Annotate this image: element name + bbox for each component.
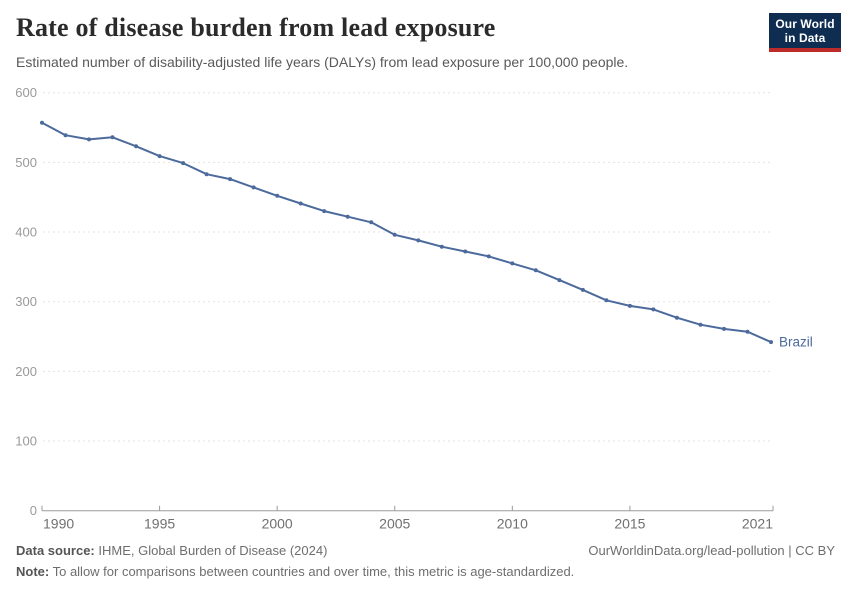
data-point: [627, 303, 632, 308]
data-point: [298, 201, 303, 206]
note-text: To allow for comparisons between countri…: [49, 564, 575, 579]
data-point: [557, 278, 562, 283]
data-point: [463, 249, 468, 254]
y-axis-tick-label: 100: [15, 434, 37, 449]
data-point: [392, 232, 397, 237]
x-axis-tick-label: 1990: [43, 516, 74, 532]
data-point: [157, 154, 162, 159]
data-point: [745, 329, 750, 334]
owid-logo-text-line2: in Data: [784, 30, 826, 45]
y-axis-tick-label: 0: [30, 503, 37, 518]
data-point: [722, 326, 726, 331]
data-source-text: IHME, Global Burden of Disease (2024): [94, 543, 328, 558]
data-point: [63, 133, 68, 138]
y-axis-tick-label: 600: [15, 85, 37, 100]
page-title: Rate of disease burden from lead exposur…: [16, 13, 496, 42]
data-point: [651, 307, 656, 312]
data-point: [228, 177, 233, 182]
chart-footer: Data source: IHME, Global Burden of Dise…: [16, 542, 835, 580]
line-chart: 0 100 200 300 400 500 600 1990 1995 2000 2005 2010 2…: [15, 85, 813, 532]
data-point: [533, 268, 538, 273]
data-point: [439, 244, 444, 249]
data-point: [486, 254, 491, 259]
y-axis-tick-label: 200: [15, 364, 37, 379]
series-end-label: Brazil: [779, 335, 813, 350]
data-point: [87, 137, 91, 142]
x-axis-tick-label: 2005: [379, 516, 410, 532]
data-point: [416, 238, 421, 243]
data-source-line: Data source: IHME, Global Burden of Dise…: [16, 542, 835, 559]
data-point: [674, 315, 679, 320]
data-point: [604, 298, 609, 303]
data-point: [181, 161, 186, 166]
owid-logo: Our World in Data: [769, 13, 841, 52]
data-point: [580, 287, 585, 292]
x-axis-tick-label: 2010: [497, 516, 528, 532]
page-subtitle: Estimated number of disability-adjusted …: [16, 54, 629, 70]
data-point: [251, 185, 256, 190]
owid-logo-text-line1: Our World: [775, 16, 835, 31]
y-axis-tick-label: 300: [15, 294, 37, 309]
x-axis-tick-label: 2000: [262, 516, 293, 532]
data-point: [322, 209, 327, 214]
data-point: [275, 193, 280, 198]
chart-canvas: 0 100 200 300 400 500 600 1990 1995 2000 2005 2010 2…: [0, 80, 850, 538]
y-axis-tick-label: 400: [15, 225, 37, 240]
data-point: [40, 120, 44, 125]
owid-logo-box: Our World in Data: [769, 13, 841, 48]
data-source-label: Data source:: [16, 543, 95, 558]
data-point: [769, 340, 773, 345]
data-point: [698, 322, 703, 327]
y-axis-tick-label: 500: [15, 155, 37, 170]
data-point: [110, 135, 115, 140]
x-axis-tick-label: 1995: [144, 516, 175, 532]
data-point: [510, 261, 515, 266]
data-point: [369, 220, 374, 225]
note-line: Note: To allow for comparisons between c…: [16, 563, 835, 580]
series-line-brazil: [41, 121, 772, 344]
x-axis-tick-label: 2021: [742, 516, 773, 532]
x-axis-tick-label: 2015: [614, 516, 645, 532]
note-label: Note:: [16, 564, 50, 579]
owid-logo-red-bar: [769, 48, 841, 52]
data-point: [134, 144, 139, 149]
data-point: [204, 172, 209, 177]
data-point: [345, 214, 350, 219]
credit-text: OurWorldinData.org/lead-pollution | CC B…: [588, 543, 835, 558]
